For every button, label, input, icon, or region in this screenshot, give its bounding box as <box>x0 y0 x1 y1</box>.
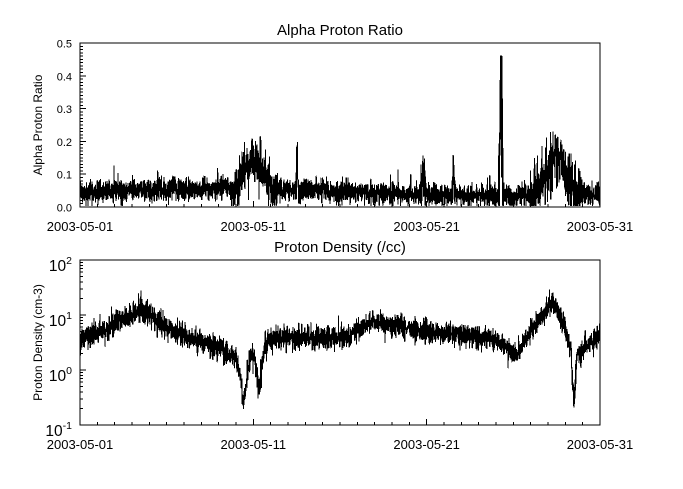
svg-text:2003-05-31: 2003-05-31 <box>567 219 634 234</box>
svg-text:Proton Density (cm-3): Proton Density (cm-3) <box>31 284 45 401</box>
svg-text:2003-05-21: 2003-05-21 <box>393 437 460 452</box>
svg-text:0.0: 0.0 <box>57 203 72 215</box>
svg-text:0.5: 0.5 <box>57 39 72 51</box>
svg-text:0.4: 0.4 <box>57 71 72 83</box>
svg-text:Alpha Proton Ratio: Alpha Proton Ratio <box>31 74 45 175</box>
svg-text:0.1: 0.1 <box>57 170 72 182</box>
svg-text:2003-05-11: 2003-05-11 <box>221 437 287 452</box>
svg-text:2003-05-01: 2003-05-01 <box>47 437 114 452</box>
svg-text:0.3: 0.3 <box>57 104 72 116</box>
svg-text:Alpha Proton Ratio: Alpha Proton Ratio <box>277 22 403 39</box>
svg-text:2003-05-11: 2003-05-11 <box>221 219 287 234</box>
svg-text:2003-05-01: 2003-05-01 <box>47 219 114 234</box>
svg-text:0.2: 0.2 <box>57 137 72 149</box>
svg-text:2003-05-31: 2003-05-31 <box>567 437 634 452</box>
svg-text:Proton Density (/cc): Proton Density (/cc) <box>274 239 406 256</box>
svg-text:2003-05-21: 2003-05-21 <box>393 219 460 234</box>
